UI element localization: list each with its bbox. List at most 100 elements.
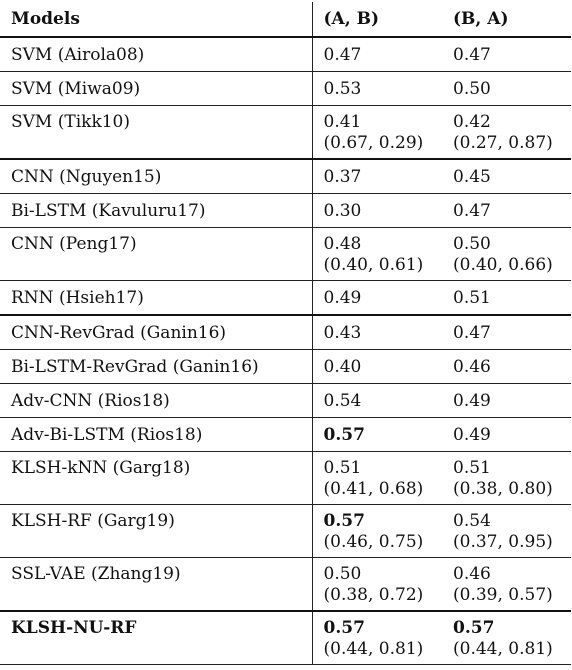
value: 0.46 — [453, 357, 491, 377]
value: 0.49 — [453, 425, 491, 445]
model-name: CNN (Nguyen15) — [0, 159, 313, 194]
model-name: CNN-RevGrad (Ganin16) — [0, 315, 313, 350]
model-name: SVM (Airola08) — [0, 37, 313, 72]
header-models: Models — [0, 2, 313, 37]
model-name: KLSH-RF (Garg19) — [0, 504, 313, 558]
score-ba: 0.46 — [442, 350, 571, 384]
model-name: KLSH-kNN (Garg18) — [0, 451, 313, 505]
model-name: Adv-Bi-LSTM (Rios18) — [0, 417, 313, 452]
value: 0.50 — [453, 79, 491, 99]
score-ab: 0.57 (0.44, 0.81) — [312, 611, 442, 665]
score-ab: 0.57 — [312, 418, 442, 452]
value: 0.37 — [323, 167, 362, 187]
table-row: RNN (Hsieh17) 0.49 0.51 — [0, 280, 571, 316]
header-ba: (B, A) — [453, 9, 509, 29]
score-ab: 0.41 (0.67, 0.29) — [312, 106, 442, 160]
table-row: Bi-LSTM-RevGrad (Ganin16) 0.40 0.46 — [0, 349, 571, 384]
model-name: SVM (Miwa09) — [0, 71, 313, 106]
table-row: KLSH-kNN (Garg18) 0.51 (0.41, 0.68) 0.51(… — [0, 451, 571, 505]
value: 0.50 — [323, 564, 362, 584]
score-ba: 0.46 (0.39, 0.57) — [442, 558, 571, 612]
interval: (0.38, 0.80) — [453, 479, 553, 499]
table-row: CNN (Nguyen15) 0.37 0.45 — [0, 159, 571, 194]
table-row: SVM (Tikk10) 0.41 (0.67, 0.29) 0.42 (0.27,… — [0, 105, 571, 160]
table-row: Bi-LSTM (Kavuluru17) 0.30 0.47 — [0, 193, 571, 228]
value: 0.40 — [323, 357, 362, 377]
score-ba: 0.54 (0.37, 0.95) — [442, 505, 571, 558]
score-ab: 0.50 (0.38, 0.72) — [312, 558, 442, 612]
interval: (0.39, 0.57) — [453, 585, 553, 605]
score-ab: 0.48 (0.40, 0.61) — [312, 228, 442, 281]
value: 0.50 — [453, 234, 491, 254]
score-ab: 0.53 — [312, 72, 442, 106]
score-ab: 0.40 — [312, 350, 442, 384]
interval: (0.40, 0.66) — [453, 255, 553, 275]
score-ab: 0.49 — [312, 281, 442, 316]
interval: (0.40, 0.61) — [323, 255, 424, 275]
value: 0.54 — [453, 511, 491, 531]
table-row: KLSH-NU-RF 0.57 (0.44, 0.81) 0.57 (0.44, 0… — [0, 611, 571, 665]
interval: (0.46, 0.75) — [323, 532, 424, 552]
value: 0.49 — [453, 391, 491, 411]
value: 0.49 — [323, 288, 362, 308]
score-ab: 0.43 — [312, 315, 442, 350]
value: 0.53 — [323, 79, 362, 99]
value: 0.30 — [323, 201, 362, 221]
score-ba: 0.49 — [442, 384, 571, 418]
value: 0.47 — [453, 45, 491, 65]
header-ab: (A, B) — [323, 9, 379, 29]
score-ab: 0.37 — [312, 159, 442, 194]
model-name: KLSH-NU-RF — [0, 611, 313, 665]
value: 0.54 — [323, 391, 362, 411]
value: 0.46 — [453, 564, 491, 584]
score-ba: 0.50 — [442, 72, 571, 106]
model-name: Adv-CNN (Rios18) — [0, 383, 313, 418]
score-ba: 0.45 — [442, 159, 571, 194]
table-row: SSL-VAE (Zhang19) 0.50 (0.38, 0.72) 0.46(… — [0, 557, 571, 612]
table-row: KLSH-RF (Garg19) 0.57 (0.46, 0.75) 0.54 (0… — [0, 504, 571, 558]
table-row: SVM (Miwa09) 0.53 0.50 — [0, 71, 571, 106]
score-ba: 0.51 (0.38, 0.80) — [442, 452, 571, 505]
interval: (0.27, 0.87) — [453, 133, 553, 153]
value: 0.41 — [323, 112, 362, 132]
value: 0.45 — [453, 167, 491, 187]
table-row: CNN-RevGrad (Ganin16) 0.43 0.47 — [0, 315, 571, 350]
score-ba: 0.47 — [442, 315, 571, 350]
score-ba: 0.47 — [442, 37, 571, 72]
score-ba: 0.42 (0.27, 0.87) — [442, 106, 571, 160]
value: 0.57 — [323, 618, 365, 638]
interval: (0.37, 0.95) — [453, 532, 553, 552]
value: 0.48 — [323, 234, 362, 254]
interval: (0.38, 0.72) — [323, 585, 424, 605]
table-row: CNN (Peng17) 0.48 (0.40, 0.61) 0.50 (0.40,… — [0, 227, 571, 281]
model-name: Bi-LSTM-RevGrad (Ganin16) — [0, 349, 313, 384]
value: 0.47 — [323, 45, 362, 65]
value: 0.51 — [453, 458, 491, 478]
table-row: SVM (Airola08) 0.47 0.47 — [0, 37, 571, 72]
value: 0.51 — [323, 458, 362, 478]
table-row: Adv-Bi-LSTM (Rios18) 0.57 0.49 — [0, 417, 571, 452]
value: 0.51 — [453, 288, 491, 308]
header-row: Models (A, B) (B, A) — [0, 2, 571, 37]
value: 0.57 — [323, 511, 365, 531]
score-ab: 0.54 — [312, 384, 442, 418]
score-ba: 0.51 — [442, 281, 571, 316]
score-ba: 0.50 (0.40, 0.66) — [442, 228, 571, 281]
score-ab: 0.30 — [312, 194, 442, 228]
model-name: CNN (Peng17) — [0, 227, 313, 281]
model-name: Bi-LSTM (Kavuluru17) — [0, 193, 313, 228]
interval: (0.44, 0.81) — [453, 639, 553, 659]
value: 0.42 — [453, 112, 491, 132]
model-name: SSL-VAE (Zhang19) — [0, 557, 313, 611]
score-ab: 0.57 (0.46, 0.75) — [312, 505, 442, 558]
value: 0.47 — [453, 201, 491, 221]
score-ab: 0.51 (0.41, 0.68) — [312, 452, 442, 505]
score-ba: 0.57 (0.44, 0.81) — [442, 611, 571, 665]
model-name: SVM (Tikk10) — [0, 105, 313, 159]
interval: (0.41, 0.68) — [323, 479, 424, 499]
value: 0.43 — [323, 323, 362, 343]
model-name: RNN (Hsieh17) — [0, 280, 313, 315]
interval: (0.44, 0.81) — [323, 639, 424, 659]
